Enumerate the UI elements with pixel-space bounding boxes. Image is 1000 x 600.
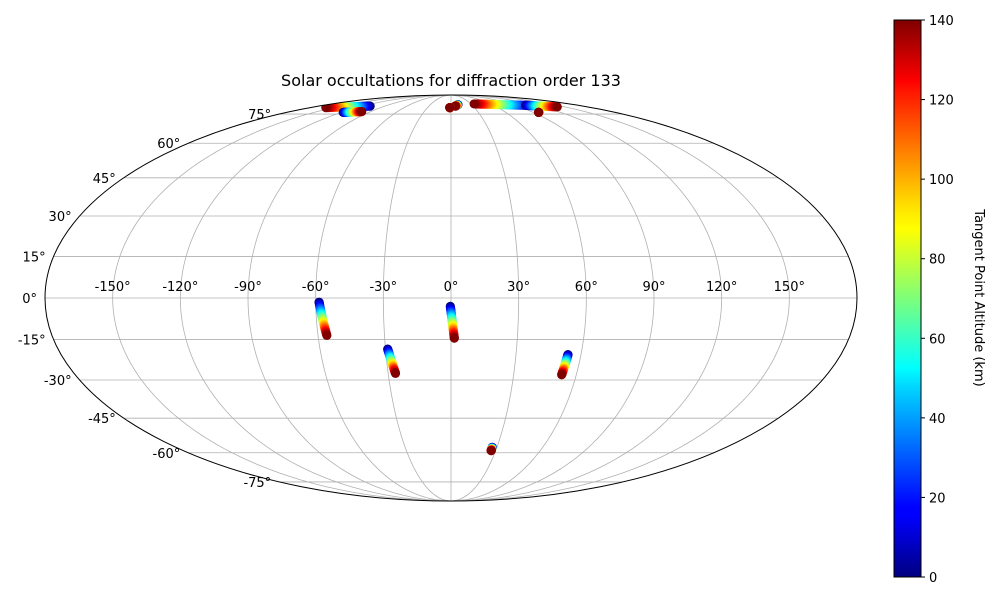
lon-tick-label: -90°: [234, 280, 262, 295]
meridian-gridline: [450, 95, 587, 501]
occultation-point: [357, 106, 367, 117]
lat-tick-label: 45°: [93, 172, 116, 187]
lon-tick-label: 60°: [575, 280, 598, 295]
lat-tick-label: -75°: [243, 476, 271, 491]
colorbar-tick-label: 20: [929, 491, 946, 506]
occultation-point: [449, 333, 459, 343]
lat-tick-label: 15°: [23, 250, 46, 265]
lat-tick-label: -60°: [153, 447, 181, 462]
occultation-point: [534, 107, 544, 117]
map-outline: [44, 94, 858, 502]
occultation-point: [445, 102, 455, 113]
colorbar-tick-label: 140: [929, 14, 954, 29]
longitude-tick-labels: -150° -120° -90° -60° -30° 0° 30° 60° 90° 120° 150…: [95, 280, 805, 295]
lat-tick-label: 0°: [22, 292, 37, 307]
chart-title: Solar occultations for diffraction order…: [281, 71, 621, 90]
colorbar-tick-label: 40: [929, 412, 946, 427]
colorbar: 0 20 40 60 80 100 120 140 Tangent Point Altitud…: [893, 14, 986, 586]
colorbar-tick-label: 60: [929, 332, 946, 347]
lon-tick-label: -120°: [162, 280, 198, 295]
lon-tick-label: -150°: [95, 280, 131, 295]
lat-tick-label: -30°: [44, 374, 72, 389]
latitude-tick-labels: 75° 60° 45° 30° 15° 0° -15° -30° -45° -60° -75°: [18, 108, 271, 491]
colorbar-tick-label: 120: [929, 94, 954, 109]
lat-tick-label: -15°: [18, 334, 46, 349]
meridian-gridline: [450, 95, 655, 501]
colorbar-tick-label: 80: [929, 253, 946, 268]
occultation-point: [469, 99, 479, 109]
meridian-gridline: [179, 95, 452, 501]
colorbar-ticks: 0 20 40 60 80 100 120 140: [921, 14, 954, 586]
meridian-gridline: [315, 95, 452, 501]
meridian-gridline: [450, 95, 790, 501]
occultation-point: [552, 102, 562, 112]
lon-tick-label: 150°: [774, 280, 805, 295]
meridian-gridline: [382, 95, 452, 501]
lon-tick-label: 0°: [444, 280, 459, 295]
lon-tick-label: 90°: [642, 280, 665, 295]
meridian-gridline: [112, 95, 452, 501]
lat-tick-label: -45°: [88, 412, 116, 427]
lon-tick-label: 120°: [706, 280, 737, 295]
graticule: [45, 95, 857, 501]
occultation-points: [314, 99, 573, 456]
occultation-point: [557, 370, 567, 380]
colorbar-tick-label: 100: [929, 173, 954, 188]
meridian-gridline: [247, 95, 452, 501]
meridian-gridline: [450, 95, 723, 501]
lat-tick-label: 30°: [49, 210, 72, 225]
occultation-point: [486, 446, 496, 456]
occultation-point: [322, 330, 332, 341]
colorbar-gradient: [893, 19, 922, 578]
colorbar-label: Tangent Point Altitude (km): [971, 208, 986, 386]
occultation-point: [390, 368, 401, 378]
lon-tick-label: 30°: [507, 280, 530, 295]
lon-tick-label: -30°: [369, 280, 397, 295]
lat-tick-label: 60°: [157, 137, 180, 152]
lat-tick-label: 75°: [248, 108, 271, 123]
lon-tick-label: -60°: [302, 280, 330, 295]
colorbar-tick-label: 0: [929, 571, 937, 586]
